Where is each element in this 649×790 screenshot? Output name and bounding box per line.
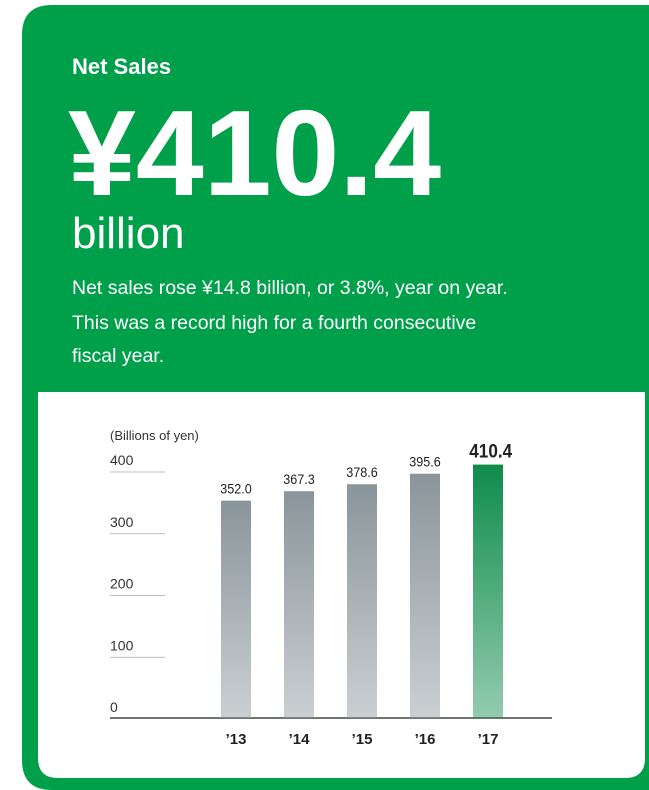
description-line: fiscal year. [72,345,164,367]
value-label: 378.6 [346,465,377,481]
y-tick-label: 300 [110,514,134,530]
x-tick-label: ’13 [226,731,247,748]
value-label: 367.3 [283,472,314,488]
bar [473,464,503,718]
value-label: 395.6 [409,454,440,470]
y-tick-label: 0 [110,699,118,715]
amount: ¥410.4 [68,85,441,221]
unit: billion [72,209,185,258]
x-tick-label: ’15 [352,731,373,748]
label: Net Sales [72,54,171,79]
y-axis-label: (Billions of yen) [110,428,199,443]
bar [410,473,440,718]
bar [221,500,251,718]
x-tick-label: ’17 [478,731,499,748]
value-label: 352.0 [220,481,251,497]
x-tick-label: ’14 [289,731,311,748]
description-line: Net sales rose ¥14.8 billion, or 3.8%, y… [72,277,508,299]
value-label: 410.4 [469,441,512,462]
description-line: This was a record high for a fourth cons… [72,312,476,334]
y-tick-label: 200 [110,576,134,592]
x-tick-label: ’16 [415,731,436,748]
y-tick-label: 100 [110,637,134,653]
bar [347,484,377,718]
bar [284,491,314,718]
y-tick-label: 400 [110,452,134,468]
